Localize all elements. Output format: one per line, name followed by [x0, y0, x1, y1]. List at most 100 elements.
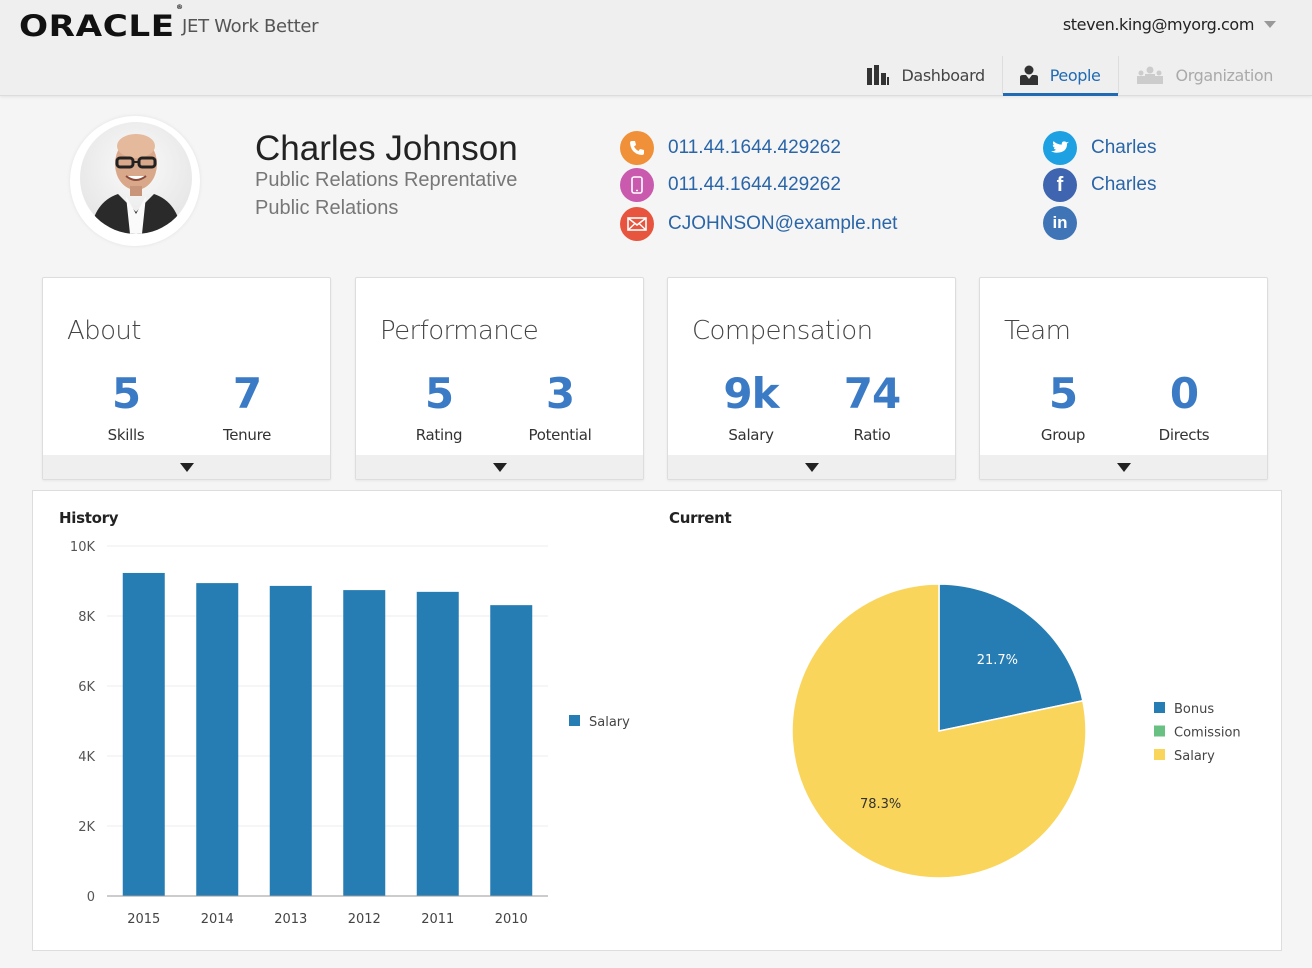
legend-label-salary: Salary [589, 715, 630, 730]
x-tick-label: 2014 [201, 912, 234, 927]
legend-swatch-comission [1154, 725, 1165, 737]
card-expand-button[interactable] [668, 455, 955, 479]
charts-panel: History Current 0 2K 4K 6K 8K 10K 2015 2014 2013… [32, 490, 1282, 951]
person-icon [1019, 65, 1038, 85]
social-twitter[interactable]: Charles [1043, 131, 1156, 165]
caret-down-icon [1116, 462, 1131, 472]
metric-salary: 9k Salary [691, 368, 811, 444]
app-name: JET Work Better [182, 16, 319, 37]
pie-label: 21.7% [977, 653, 1018, 668]
metric-ratio: 74 Ratio [812, 368, 932, 444]
linkedin-icon: in [1043, 206, 1077, 240]
history-chart-title: History [59, 509, 119, 527]
metric-value[interactable]: 5 [1048, 369, 1078, 418]
phone-number[interactable]: 011.44.1644.429262 [668, 137, 841, 158]
legend-swatch-salary [569, 715, 580, 726]
card-about: About 5 Skills 7 Tenure [42, 277, 331, 480]
metric-label: Salary [728, 426, 774, 444]
pie-slice-salary[interactable] [791, 583, 1087, 879]
bar-2013[interactable] [269, 585, 312, 896]
bar-2012[interactable] [343, 590, 386, 896]
social-linkedin[interactable]: in [1043, 206, 1077, 240]
metric-value[interactable]: 5 [424, 369, 454, 418]
metric-potential: 3 Potential [500, 368, 620, 444]
current-pie-chart: 21.7% 78.3% Bonus Comission Salary [791, 583, 1241, 879]
metric-value[interactable]: 9k [723, 369, 779, 418]
profile-job-title: Public Relations Reprentative [255, 169, 518, 191]
mobile-number[interactable]: 011.44.1644.429262 [668, 174, 841, 195]
user-email[interactable]: steven.king@myorg.com [1062, 15, 1255, 34]
tab-organization[interactable]: Organization [1119, 56, 1291, 94]
x-tick-label: 2013 [274, 912, 307, 927]
metric-label: Rating [415, 426, 463, 444]
bar-2014[interactable] [196, 583, 239, 896]
metric-value[interactable]: 5 [111, 369, 141, 418]
card-expand-button[interactable] [980, 455, 1267, 479]
card-title: Performance [380, 316, 539, 346]
legend-label-salary: Salary [1174, 749, 1215, 764]
facebook-icon: f [1043, 168, 1077, 202]
metric-rating: 5 Rating [379, 368, 499, 444]
avatar [80, 122, 192, 234]
metric-label: Potential [528, 426, 592, 444]
card-compensation: Compensation 9k Salary 74 Ratio [667, 277, 956, 480]
avatar-frame [70, 116, 200, 246]
card-title: Compensation [692, 316, 873, 346]
bar-2010[interactable] [490, 605, 533, 896]
card-expand-button[interactable] [356, 455, 643, 479]
caret-down-icon [179, 462, 194, 472]
main-nav: Dashboard People Organization [849, 56, 1290, 96]
metric-label: Directs [1158, 426, 1210, 444]
metric-label: Group [1040, 426, 1086, 444]
mail-icon [620, 207, 654, 241]
y-tick-label: 0 [87, 890, 95, 905]
bar-2015[interactable] [122, 572, 165, 896]
profile-department: Public Relations [255, 197, 399, 219]
y-tick-label: 2K [78, 820, 95, 835]
contact-phone[interactable]: 011.44.1644.429262 [620, 131, 841, 165]
current-chart-title: Current [669, 509, 732, 527]
twitter-handle[interactable]: Charles [1091, 137, 1157, 158]
email-address[interactable]: CJOHNSON@example.net [668, 213, 898, 234]
profile-name: Charles Johnson [255, 129, 518, 168]
app-header: ORACLE® JET Work Better steven.king@myor… [0, 0, 1312, 96]
metric-label: Ratio [853, 426, 891, 444]
logo-text: ORACLE [19, 9, 175, 43]
metric-value[interactable]: 74 [843, 369, 901, 418]
metric-value[interactable]: 0 [1169, 369, 1199, 418]
user-menu[interactable]: steven.king@myorg.com [1063, 15, 1276, 34]
metric-value[interactable]: 7 [232, 369, 262, 418]
x-tick-label: 2012 [348, 912, 381, 927]
card-team: Team 5 Group 0 Directs [979, 277, 1268, 480]
metric-value[interactable]: 3 [545, 369, 575, 418]
mobile-icon [620, 168, 654, 202]
y-tick-label: 6K [78, 680, 95, 695]
metric-directs: 0 Directs [1124, 368, 1244, 444]
legend-label-bonus: Bonus [1174, 702, 1214, 717]
tab-dashboard[interactable]: Dashboard [849, 56, 1002, 94]
chevron-down-icon[interactable] [1264, 21, 1276, 28]
legend-swatch-salary [1154, 749, 1165, 760]
pie-label: 78.3% [860, 797, 901, 812]
metric-label: Tenure [222, 426, 272, 444]
social-facebook[interactable]: f Charles [1043, 168, 1156, 202]
x-tick-label: 2011 [421, 912, 454, 927]
pie-slice-bonus[interactable] [938, 583, 1084, 732]
caret-down-icon [492, 462, 507, 472]
history-bar-chart: 0 2K 4K 6K 8K 10K 2015 2014 2013 2012 2011 2010 Sala… [70, 540, 630, 927]
contact-email[interactable]: CJOHNSON@example.net [620, 207, 897, 241]
metric-tenure: 7 Tenure [187, 368, 307, 444]
bar-2011[interactable] [416, 591, 459, 896]
bar-chart-icon [866, 65, 890, 85]
metric-label: Skills [107, 426, 145, 444]
metric-group: 5 Group [1003, 368, 1123, 444]
legend-swatch-bonus [1154, 702, 1165, 713]
y-tick-label: 8K [78, 610, 95, 625]
card-expand-button[interactable] [43, 455, 330, 479]
card-title: Team [1004, 316, 1071, 346]
facebook-handle[interactable]: Charles [1091, 174, 1157, 195]
tab-people[interactable]: People [1001, 56, 1119, 96]
tab-dashboard-label: Dashboard [901, 65, 986, 85]
card-performance: Performance 5 Rating 3 Potential [355, 277, 644, 480]
contact-mobile[interactable]: 011.44.1644.429262 [620, 168, 841, 202]
